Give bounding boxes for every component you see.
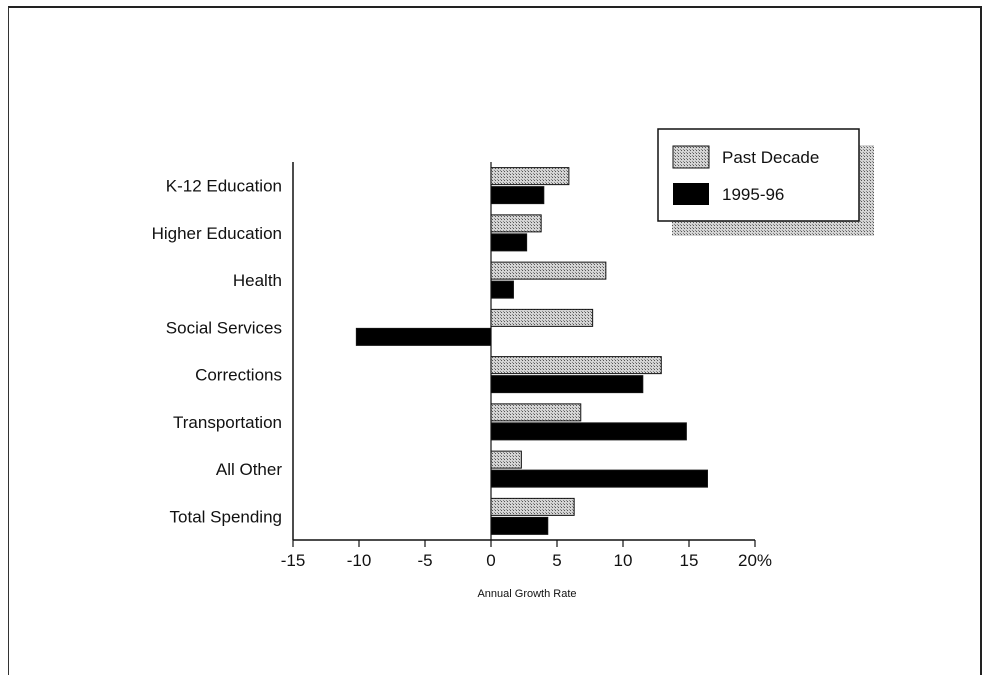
bar-past-decade-all-other	[490, 450, 522, 469]
bar-1995-96-transportation	[490, 422, 687, 441]
legend-swatch-past-decade	[672, 145, 710, 169]
legend-label-past-decade: Past Decade	[722, 148, 819, 167]
bar-1995-96-social-services	[355, 327, 492, 346]
x-tick-label: 20%	[738, 551, 772, 570]
bar-1995-96-k-12-education	[490, 186, 545, 205]
chart-frame	[8, 6, 982, 675]
category-label-health: Health	[233, 271, 282, 290]
bar-1995-96-higher-education	[490, 233, 528, 252]
category-label-social-services: Social Services	[166, 318, 282, 337]
bar-past-decade-corrections	[490, 356, 662, 375]
x-tick-label: 5	[552, 551, 561, 570]
x-tick-label: -15	[281, 551, 306, 570]
category-label-transportation: Transportation	[173, 413, 282, 432]
x-tick-labels: -15 -10 -5 0 5 10 15 20%	[281, 540, 772, 570]
category-label-corrections: Corrections	[195, 366, 282, 385]
category-label-k-12-education: K-12 Education	[166, 177, 282, 196]
legend-swatch-1995-96	[673, 183, 709, 205]
legend: Past Decade 1995-96	[657, 128, 874, 236]
x-tick-label: -10	[347, 551, 372, 570]
bar-1995-96-total-spending	[490, 516, 549, 535]
bar-past-decade-transportation	[490, 403, 582, 422]
x-tick-label: 10	[614, 551, 633, 570]
category-label-higher-education: Higher Education	[152, 224, 282, 243]
category-labels: K-12 Education Higher Education Health Soci…	[152, 177, 283, 527]
x-axis-label: Annual Growth Rate	[477, 588, 576, 600]
category-label-all-other: All Other	[216, 460, 282, 479]
category-label-total-spending: Total Spending	[170, 507, 282, 526]
x-tick-label: 0	[486, 551, 495, 570]
bar-past-decade-higher-education	[490, 214, 542, 233]
bar-past-decade-social-services	[490, 308, 594, 327]
bar-past-decade-k-12-education	[490, 167, 570, 186]
x-tick-label: -5	[417, 551, 432, 570]
bar-1995-96-corrections	[490, 375, 644, 394]
x-tick-label: 15	[680, 551, 699, 570]
bar-past-decade-total-spending	[490, 497, 575, 516]
legend-label-1995-96: 1995-96	[722, 185, 784, 204]
bar-past-decade-health	[490, 261, 607, 280]
legend-box	[657, 128, 860, 222]
bar-1995-96-all-other	[490, 469, 708, 488]
bars	[355, 167, 708, 535]
bar-1995-96-health	[490, 280, 514, 299]
